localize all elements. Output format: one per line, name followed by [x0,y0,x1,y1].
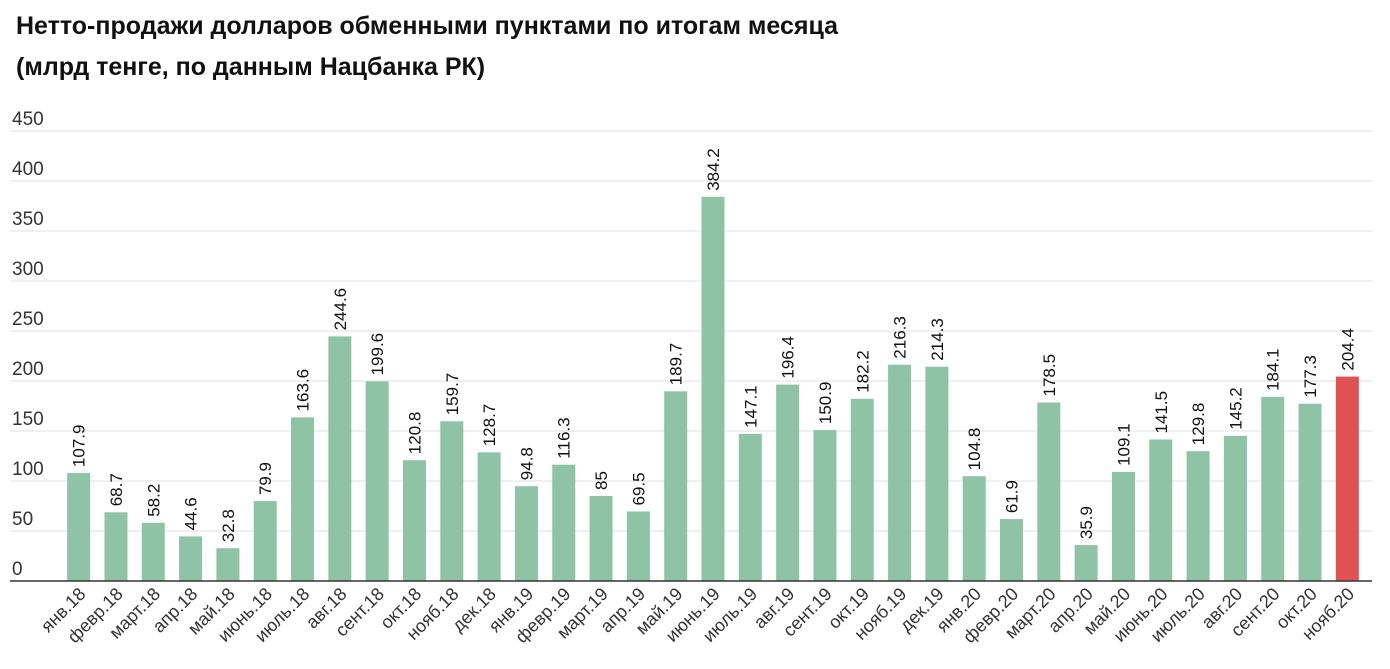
data-label: 159.7 [443,373,462,416]
bar [888,364,912,581]
bar [179,536,203,581]
data-label: 147.1 [741,385,760,428]
y-tick-label: 250 [12,309,44,330]
bar [962,476,986,581]
chart-title-line-2: (млрд тенге, по данным Нацбанка РК) [16,53,486,81]
data-label: 120.8 [405,412,424,455]
data-label: 177.3 [1301,355,1320,398]
data-label: 61.9 [1003,480,1022,513]
data-label: 44.6 [182,497,201,530]
bar [365,381,389,581]
data-label: 116.3 [555,417,574,458]
bar [216,548,240,581]
bar [850,398,874,581]
bar [1335,376,1359,581]
bar [1000,519,1024,581]
bar [1111,471,1135,581]
data-label: 214.3 [928,318,947,361]
data-label: 150.9 [816,382,835,425]
data-label: 107.9 [70,425,89,468]
bar [477,452,501,581]
bar [589,496,613,581]
y-tick-label: 200 [12,359,44,380]
bar [626,511,650,581]
data-label: 204.4 [1338,328,1357,371]
data-label: 189.7 [667,343,686,386]
bar [402,460,426,581]
data-label: 129.8 [1189,403,1208,446]
bar [738,433,762,581]
data-label: 104.8 [965,428,984,471]
data-label: 68.7 [107,473,126,506]
bar [925,366,949,581]
bar [552,464,576,581]
data-label: 199.6 [368,333,387,376]
bar [813,430,837,581]
data-label: 216.3 [891,316,910,359]
data-label: 184.1 [1264,348,1283,391]
data-label: 182.2 [853,350,872,393]
bar [328,336,352,581]
data-label: 79.9 [256,462,275,495]
data-label: 163.6 [294,369,313,412]
data-label: 32.8 [219,509,238,542]
bar [1223,435,1247,581]
data-label: 94.8 [517,447,536,480]
bar [291,417,315,581]
y-tick-label: 450 [12,109,44,130]
data-label: 85 [592,471,611,490]
bar [104,512,128,581]
data-label: 69.5 [629,472,648,505]
bar [440,421,464,581]
bar [664,391,688,581]
bar [1149,439,1173,581]
data-label: 58.2 [144,484,163,517]
data-label: 384.2 [704,148,723,191]
bar [1298,403,1322,581]
bar [1074,545,1098,581]
data-label: 196.4 [779,336,798,379]
y-tick-label: 50 [12,509,33,530]
y-tick-label: 350 [12,209,44,230]
data-label: 141.5 [1152,391,1171,434]
bar [67,473,91,581]
bar [701,196,725,582]
data-label: 244.6 [331,288,350,331]
bar [514,486,538,581]
data-label: 178.5 [1040,354,1059,397]
bar [141,522,165,581]
chart-title-line-1: Нетто-продажи долларов обменными пунктам… [16,12,839,40]
y-tick-label: 150 [12,409,44,430]
y-tick-label: 400 [12,159,44,180]
bar [1261,396,1285,581]
y-tick-label: 0 [12,559,23,580]
chart-title: Нетто-продажи долларов обменными пунктам… [16,6,838,88]
bar [1186,451,1210,581]
bar [253,501,277,581]
y-tick-label: 300 [12,259,44,280]
data-label: 35.9 [1077,506,1096,539]
data-label: 128.7 [480,404,499,447]
bar [776,384,800,581]
y-tick-label: 100 [12,459,44,480]
data-label: 145.2 [1226,387,1245,430]
data-label: 109.1 [1114,423,1133,466]
bar [1037,402,1061,581]
